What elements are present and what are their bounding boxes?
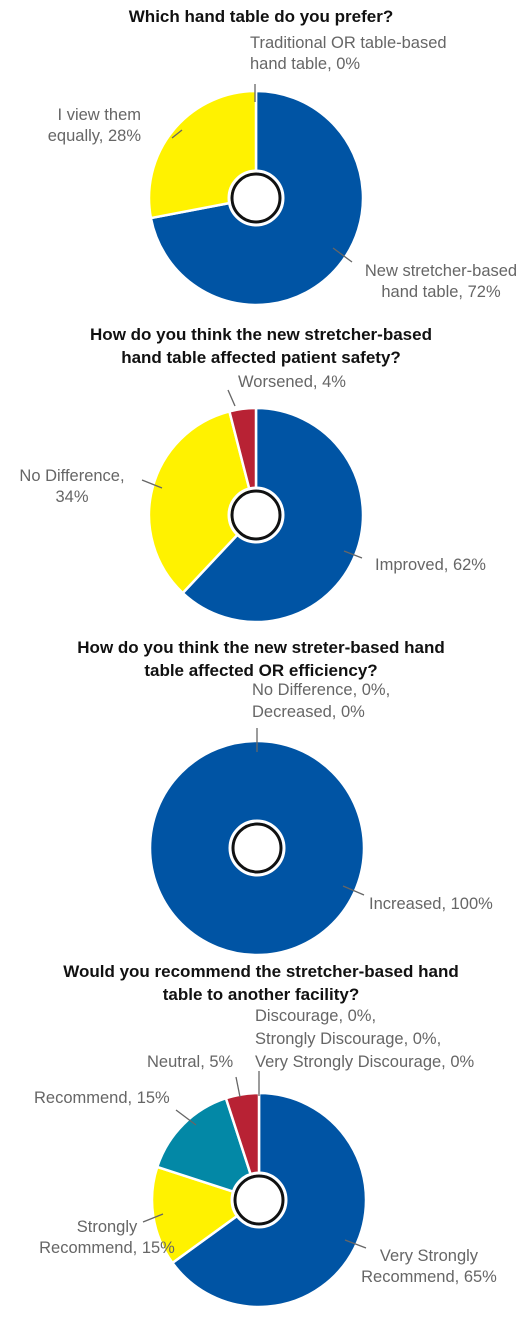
donut-center-outline — [230, 1171, 288, 1229]
slice-label-neutral: Neutral, 5% — [147, 1053, 234, 1071]
donut-center — [233, 1174, 285, 1226]
leader-line — [332, 247, 353, 263]
slice-label-strongly-recommend: Strongly Recommend, 15% — [39, 1218, 175, 1257]
chart-title-recommend: Would you recommend the stretcher-based … — [63, 962, 459, 1004]
leader-line — [227, 389, 236, 407]
pie-chart-recommend — [150, 1091, 368, 1309]
leader-line — [175, 1109, 197, 1126]
slice-label-worsened: Worsened, 4% — [238, 373, 346, 391]
slice-label-equally: I view them equally, 28% — [48, 106, 142, 145]
donut-center-outline — [228, 819, 286, 877]
leader-line — [235, 1076, 241, 1098]
pie-chart-or-efficiency — [148, 739, 366, 957]
pie-slice — [150, 1165, 261, 1265]
pie-chart-patient-safety — [147, 406, 365, 624]
slice-label-no-difference: No Difference, 34% — [19, 467, 124, 506]
slice-label-increased: Increased, 100% — [369, 895, 493, 913]
donut-center — [230, 172, 282, 224]
slice-label-no-difference-decreased: No Difference, 0%, Decreased, 0% — [252, 681, 390, 721]
leader-line — [141, 479, 163, 489]
pie-slice — [147, 89, 258, 220]
leader-line — [344, 1239, 367, 1249]
slice-label-very-strongly-recommend: Very Strongly Recommend, 65% — [361, 1247, 497, 1286]
leader-line — [343, 550, 363, 559]
donut-center — [231, 822, 283, 874]
slice-label-improved: Improved, 62% — [375, 556, 486, 574]
slice-label-traditional: Traditional OR table-based hand table, 0% — [250, 34, 447, 73]
slice-label-recommend: Recommend, 15% — [34, 1089, 170, 1107]
chart-title-patient-safety: How do you think the new stretcher-based… — [90, 325, 432, 367]
donut-center-outline — [227, 169, 285, 227]
slice-label-stretcher: New stretcher-based hand table, 72% — [365, 262, 517, 301]
leader-line — [171, 129, 183, 139]
chart-title-preference: Which hand table do you prefer? — [128, 7, 394, 26]
pie-chart-preference — [147, 89, 365, 307]
leader-line — [342, 885, 365, 896]
chart-title-or-efficiency: How do you think the new streter-based h… — [77, 638, 445, 680]
donut-center-outline — [227, 486, 285, 544]
leader-line — [142, 1213, 164, 1223]
pie-slice — [147, 410, 258, 595]
slice-label-discourage: Discourage, 0%, Strongly Discourage, 0%, V… — [255, 1007, 475, 1071]
donut-center — [230, 489, 282, 541]
